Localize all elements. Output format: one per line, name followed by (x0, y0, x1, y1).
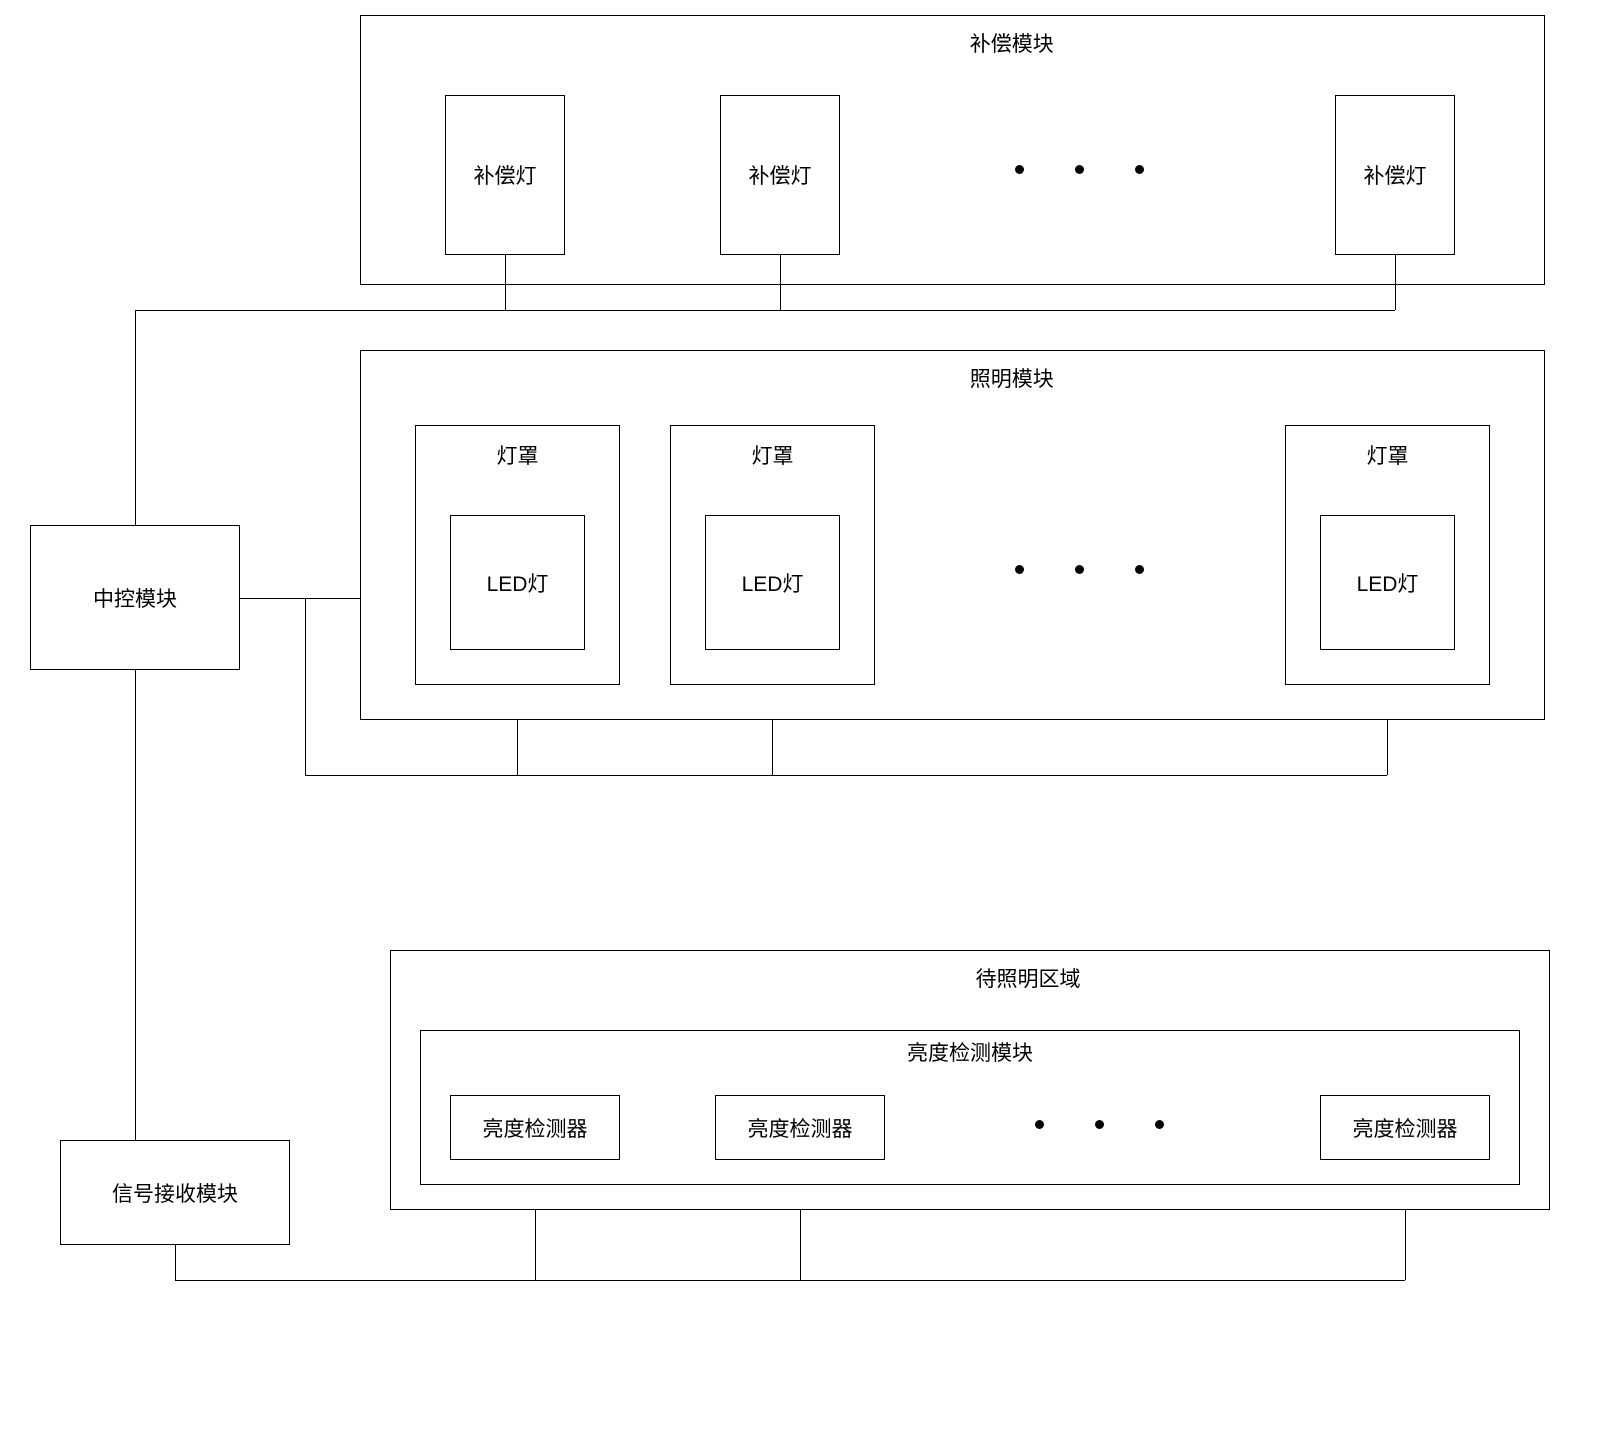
connector-line (1405, 1210, 1406, 1280)
compensation-lamp-label: 补偿灯 (1364, 160, 1427, 190)
connector-line (135, 310, 1395, 311)
brightness-detector-label: 亮度检测器 (748, 1113, 853, 1143)
ellipsis-dot (1095, 1120, 1104, 1129)
led-lamp-label: LED灯 (487, 568, 549, 598)
connector-line (800, 1210, 801, 1280)
ellipsis-dot (1135, 565, 1144, 574)
ellipsis-dot (1075, 165, 1084, 174)
connector-line (1387, 720, 1388, 775)
led-lamp-label: LED灯 (742, 568, 804, 598)
compensation-title: 补偿模块 (970, 28, 1054, 58)
connector-line (772, 720, 773, 775)
connector-line (505, 255, 506, 310)
illuminated-area-title: 待照明区域 (976, 963, 1081, 993)
ellipsis-dot (1035, 1120, 1044, 1129)
ellipsis-dot (1015, 565, 1024, 574)
brightness-detector-label: 亮度检测器 (1353, 1113, 1458, 1143)
brightness-detector-label: 亮度检测器 (483, 1113, 588, 1143)
brightness-title: 亮度检测模块 (907, 1037, 1033, 1067)
lighting-title: 照明模块 (970, 363, 1054, 393)
central-control-label: 中控模块 (93, 583, 177, 613)
signal-receive-label: 信号接收模块 (112, 1178, 238, 1208)
connector-line (240, 598, 305, 599)
lamp-shade-label: 灯罩 (497, 440, 539, 470)
connector-line (135, 310, 136, 525)
compensation-lamp-label: 补偿灯 (749, 160, 812, 190)
led-lamp-label: LED灯 (1357, 568, 1419, 598)
connector-line (305, 598, 360, 599)
ellipsis-dot (1155, 1120, 1164, 1129)
connector-line (175, 1280, 1405, 1281)
ellipsis-dot (1075, 565, 1084, 574)
connector-line (135, 670, 136, 1140)
lamp-shade-label: 灯罩 (1367, 440, 1409, 470)
connector-line (517, 720, 518, 775)
compensation-lamp-label: 补偿灯 (474, 160, 537, 190)
connector-line (780, 255, 781, 310)
ellipsis-dot (1135, 165, 1144, 174)
connector-line (305, 775, 1387, 776)
connector-line (1395, 255, 1396, 310)
lamp-shade-label: 灯罩 (752, 440, 794, 470)
connector-line (305, 598, 306, 775)
connector-line (535, 1210, 536, 1280)
connector-line (175, 1245, 176, 1280)
ellipsis-dot (1015, 165, 1024, 174)
